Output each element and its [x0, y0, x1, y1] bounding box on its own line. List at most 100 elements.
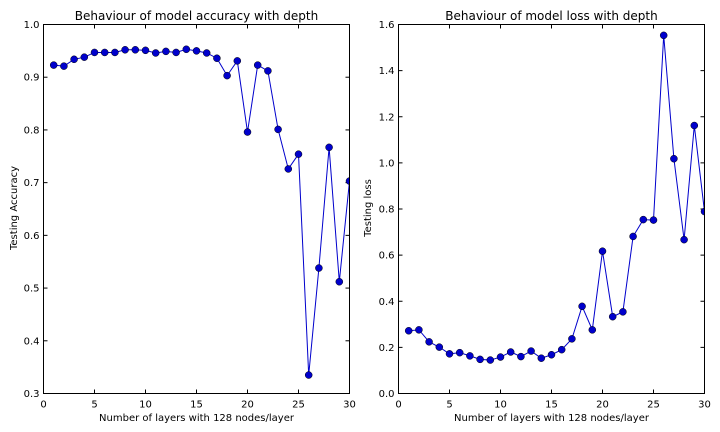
loss-data-point [517, 352, 525, 361]
accuracy-data-point [335, 278, 344, 286]
loss-plot-frame [398, 24, 705, 394]
loss-data-point [680, 235, 688, 244]
loss-y-tick-label: 1.0 [379, 158, 395, 169]
loss-data-point [639, 215, 648, 224]
loss-data-point [690, 121, 699, 130]
accuracy-data-point [274, 125, 282, 134]
loss-chart: Behaviour of model loss with depth Numbe… [363, 9, 711, 424]
accuracy-data-point [111, 48, 119, 57]
accuracy-y-tick-label: 0.9 [24, 73, 40, 84]
loss-data-point [496, 353, 505, 361]
accuracy-series [49, 45, 350, 379]
loss-data-point [466, 352, 474, 360]
loss-data-point [700, 207, 705, 216]
loss-data-point [649, 216, 658, 224]
accuracy-data-point [141, 46, 150, 55]
loss-x-tick-label: 10 [494, 400, 507, 411]
accuracy-data-point [90, 48, 99, 57]
loss-data-point [476, 355, 484, 364]
accuracy-y-tick-label: 0.6 [24, 231, 40, 242]
accuracy-y-tick-label: 1.0 [24, 20, 40, 31]
loss-data-point [608, 312, 617, 321]
loss-x-tick-label: 15 [545, 400, 558, 411]
loss-data-point [598, 247, 607, 255]
loss-y-tick-label: 1.6 [379, 20, 395, 31]
loss-data-point [486, 356, 495, 364]
loss-y-axis-label: Testing loss [363, 179, 374, 238]
accuracy-data-point [202, 49, 211, 57]
accuracy-x-tick-label: 20 [241, 400, 254, 411]
accuracy-y-axis-label: Testing Accuracy [9, 166, 20, 251]
loss-y-tick-label: 0.8 [379, 205, 395, 216]
loss-y-tick-label: 1.2 [379, 112, 395, 123]
loss-data-point [527, 347, 535, 355]
accuracy-data-point [162, 47, 170, 56]
loss-data-point [455, 348, 464, 357]
accuracy-x-tick-label: 10 [139, 400, 152, 411]
loss-y-tick-label: 1.4 [379, 66, 395, 77]
loss-data-point [547, 351, 556, 359]
loss-data-point [537, 354, 546, 362]
loss-data-point [415, 326, 423, 334]
accuracy-data-point [345, 177, 350, 185]
accuracy-data-point [172, 48, 180, 57]
loss-y-tick-label: 0.6 [379, 251, 395, 262]
accuracy-data-point [253, 61, 262, 69]
loss-data-point [578, 302, 586, 311]
accuracy-y-tick-label: 0.8 [24, 125, 40, 136]
loss-data-point [445, 350, 454, 358]
accuracy-data-point [131, 46, 140, 54]
loss-x-tick-label: 25 [647, 400, 660, 411]
loss-series-line [408, 35, 705, 361]
loss-chart-title: Behaviour of model loss with depth [445, 9, 657, 23]
accuracy-data-point [233, 57, 242, 65]
accuracy-data-point [192, 47, 201, 55]
loss-y-tick-label: 0.4 [379, 297, 395, 308]
accuracy-data-point [223, 71, 231, 80]
loss-x-axis-label: Number of layers with 128 nodes/layer [454, 413, 650, 424]
loss-x-tick-label: 5 [446, 400, 452, 411]
loss-data-point [557, 345, 566, 354]
accuracy-data-point [213, 54, 221, 62]
accuracy-data-point [294, 150, 303, 158]
accuracy-data-point [100, 48, 109, 57]
accuracy-series-line [53, 48, 350, 376]
loss-x-tick-label: 30 [698, 400, 711, 411]
accuracy-data-point [151, 49, 160, 57]
loss-x-tick-label: 20 [596, 400, 609, 411]
accuracy-data-point [60, 62, 68, 70]
accuracy-y-tick-label: 0.3 [24, 389, 40, 400]
accuracy-x-tick-label: 0 [40, 400, 46, 411]
accuracy-y-tick-label: 0.4 [24, 336, 40, 347]
accuracy-data-point [182, 45, 191, 54]
accuracy-x-tick-label: 5 [91, 400, 97, 411]
accuracy-x-tick-label: 15 [190, 400, 203, 411]
loss-data-point [670, 154, 678, 163]
accuracy-x-tick-label: 25 [292, 400, 305, 411]
accuracy-y-tick-label: 0.5 [24, 284, 40, 295]
accuracy-data-point [315, 264, 323, 272]
accuracy-data-point [80, 53, 89, 61]
loss-data-point [659, 31, 668, 40]
accuracy-x-tick-label: 30 [343, 400, 356, 411]
accuracy-data-point [284, 165, 293, 173]
loss-x-tick-label: 0 [395, 400, 401, 411]
accuracy-plot-frame [43, 24, 350, 394]
accuracy-chart-title: Behaviour of model accuracy with depth [75, 9, 318, 23]
loss-data-point [588, 326, 597, 334]
accuracy-data-point [264, 67, 272, 75]
loss-data-point [568, 335, 576, 343]
accuracy-chart: Behaviour of model accuracy with depth N… [9, 9, 356, 424]
loss-data-point [425, 338, 433, 346]
loss-y-tick-label: 0.2 [379, 343, 395, 354]
accuracy-data-point [49, 61, 58, 69]
loss-data-point [404, 327, 413, 335]
accuracy-data-point [304, 371, 313, 379]
accuracy-data-point [243, 128, 252, 136]
accuracy-x-axis-label: Number of layers with 128 nodes/layer [99, 413, 295, 424]
loss-data-point [629, 232, 637, 241]
accuracy-data-point [121, 46, 129, 54]
accuracy-axis-ticks: 0 5 10 15 20 25 30 0.3 0.4 0.5 0.6 0.7 0.8 0.9 1.0 [24, 20, 356, 411]
loss-y-tick-label: 0.0 [379, 389, 395, 400]
